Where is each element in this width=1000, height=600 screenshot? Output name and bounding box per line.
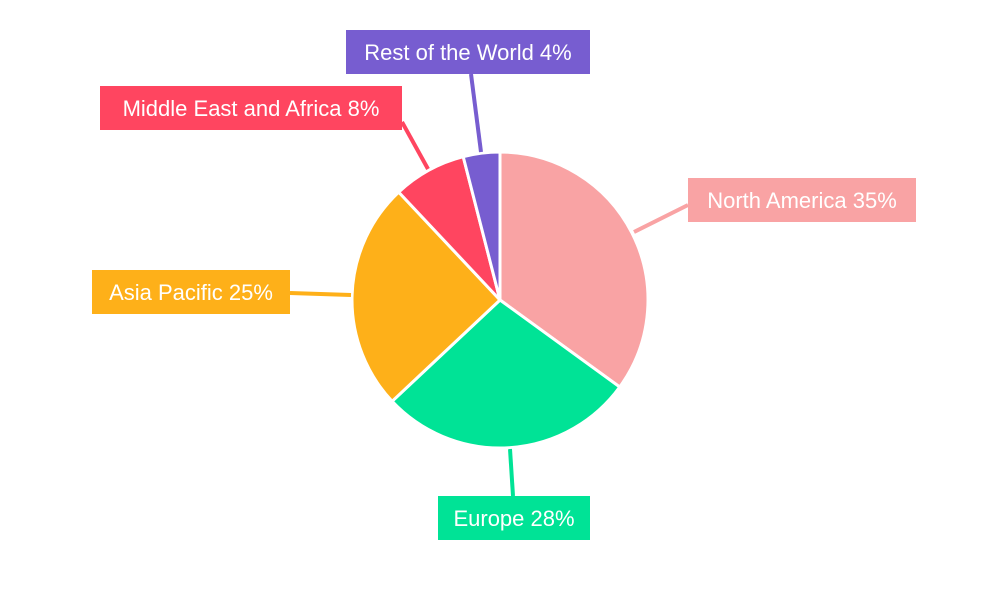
data-label: Asia Pacific 25% [92, 270, 290, 314]
data-label-box [100, 86, 402, 130]
data-label: North America 35% [688, 178, 916, 222]
data-label-text: Asia Pacific 25% [109, 280, 273, 305]
data-label-text: Middle East and Africa 8% [123, 96, 380, 121]
data-label: Rest of the World 4% [346, 30, 590, 74]
data-label-box [438, 496, 590, 540]
leader-line [400, 121, 430, 170]
data-label-text: Rest of the World 4% [364, 40, 571, 65]
leader-line [289, 291, 352, 297]
data-label-box [688, 178, 916, 222]
data-label-box [92, 270, 290, 314]
leader-line [508, 448, 515, 497]
leader-line [469, 73, 483, 153]
pie-slice-europe[interactable] [390, 298, 622, 450]
data-label-text: North America 35% [707, 188, 897, 213]
pie-slice-asia-pacific[interactable] [350, 190, 502, 403]
data-label: Middle East and Africa 8% [100, 86, 402, 130]
leader-line [633, 203, 689, 234]
data-label-text: Europe 28% [453, 506, 574, 531]
data-label-box [346, 30, 590, 74]
data-label: Europe 28% [438, 496, 590, 540]
pie-slice-north-america[interactable] [498, 150, 650, 389]
pie-slice-rest-of-the-world[interactable] [461, 150, 502, 302]
